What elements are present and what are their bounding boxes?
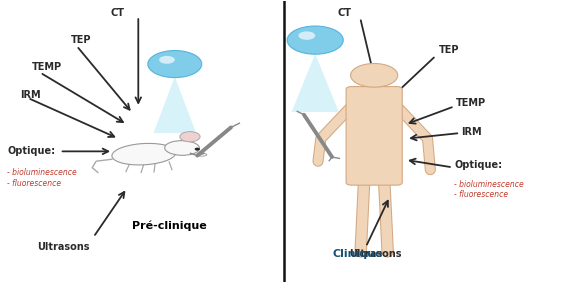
Circle shape — [287, 26, 343, 54]
Text: Optique:: Optique: — [454, 160, 503, 170]
Ellipse shape — [196, 153, 207, 156]
FancyBboxPatch shape — [346, 87, 402, 185]
Text: Optique:: Optique: — [7, 146, 56, 156]
Polygon shape — [292, 54, 339, 112]
Text: IRM: IRM — [461, 127, 482, 137]
Circle shape — [351, 63, 397, 87]
Text: TEP: TEP — [71, 35, 91, 45]
Text: Ultrasons: Ultrasons — [37, 242, 90, 252]
Circle shape — [180, 132, 200, 142]
Ellipse shape — [112, 143, 176, 165]
Text: TEMP: TEMP — [455, 98, 486, 108]
Text: - bioluminescence
- fluorescence: - bioluminescence - fluorescence — [7, 168, 77, 188]
Circle shape — [148, 51, 202, 78]
Polygon shape — [154, 77, 196, 133]
Text: TEP: TEP — [439, 45, 459, 55]
Text: IRM: IRM — [20, 90, 41, 100]
Circle shape — [159, 56, 175, 64]
Text: CT: CT — [338, 8, 352, 18]
Text: Pré-clinique: Pré-clinique — [132, 221, 207, 231]
Text: - bioluminescence
- fluorescence: - bioluminescence - fluorescence — [454, 179, 524, 199]
Circle shape — [195, 148, 199, 150]
Text: TEMP: TEMP — [32, 62, 62, 72]
Text: CT: CT — [110, 8, 124, 18]
Text: Ultrasons: Ultrasons — [349, 249, 401, 259]
Text: Clinique: Clinique — [332, 249, 383, 259]
Ellipse shape — [165, 141, 199, 155]
Circle shape — [298, 31, 315, 40]
